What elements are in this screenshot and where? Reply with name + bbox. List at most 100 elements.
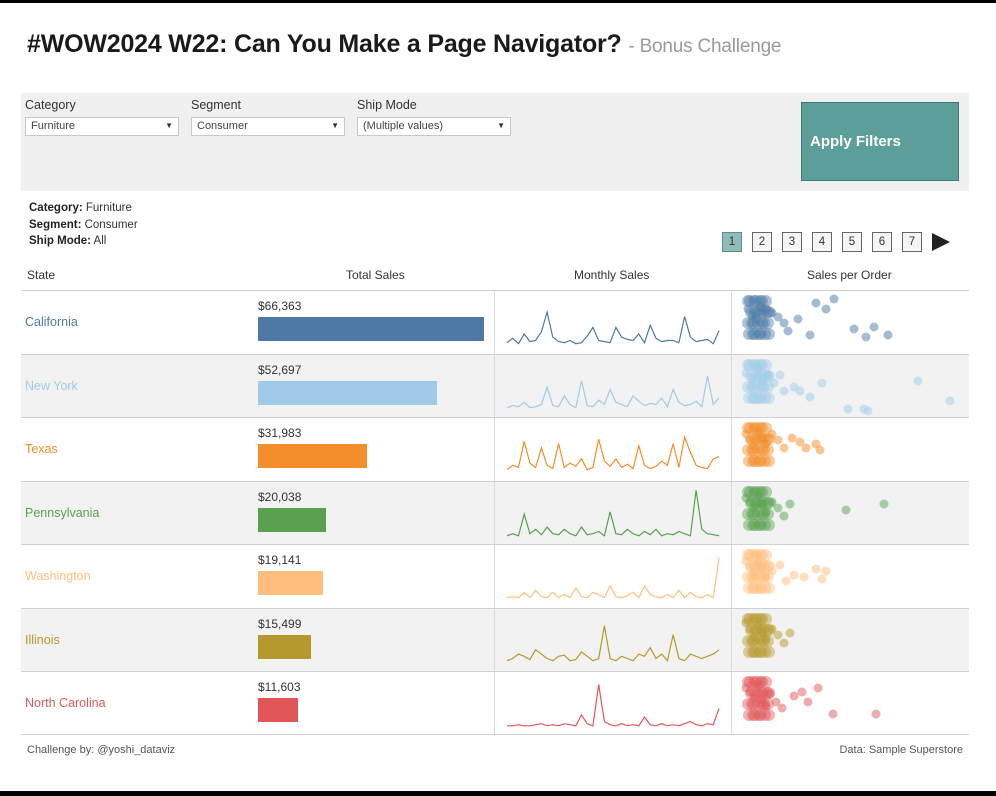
order-dot: [805, 330, 815, 340]
order-dot: [747, 709, 759, 721]
total-sales-bar[interactable]: [258, 571, 324, 595]
sales-per-order-dotplot[interactable]: [738, 611, 964, 669]
state-name: New York: [25, 378, 78, 393]
summary-segment: Segment: Consumer: [29, 218, 138, 231]
page-2-button[interactable]: 2: [752, 232, 772, 252]
order-dot: [755, 391, 767, 404]
apply-filters-button[interactable]: Apply Filters: [801, 102, 959, 181]
filter-summary: Category: Furniture Segment: Consumer Sh…: [29, 200, 138, 250]
order-dot: [763, 391, 775, 404]
order-dot: [749, 328, 761, 340]
order-dot: [945, 396, 955, 405]
total-sales-bar[interactable]: [258, 698, 298, 722]
order-dot: [761, 507, 771, 516]
column-divider: [731, 418, 732, 481]
monthly-sales-sparkline[interactable]: [505, 674, 721, 732]
order-dot: [742, 317, 754, 329]
order-dot: [761, 439, 771, 449]
column-divider: [494, 608, 495, 671]
order-dot: [744, 295, 756, 307]
monthly-sales-sparkline[interactable]: [505, 420, 721, 478]
order-dot: [785, 499, 795, 508]
page-1-button[interactable]: 1: [722, 232, 742, 252]
page-5-button[interactable]: 5: [842, 232, 862, 252]
order-dot: [779, 386, 789, 395]
column-divider: [731, 672, 732, 734]
column-header-total-sales: Total Sales: [346, 268, 405, 282]
summary-category: Category: Furniture: [29, 202, 132, 214]
page-7-button[interactable]: 7: [902, 232, 922, 252]
segment-dropdown[interactable]: Consumer ▼: [191, 117, 345, 136]
sales-per-order-dotplot[interactable]: [738, 547, 964, 605]
table-row[interactable]: Texas $31,983: [21, 417, 969, 481]
order-dot: [821, 304, 831, 314]
sparkline-path: [506, 375, 720, 409]
table-row[interactable]: California $66,363: [21, 290, 969, 354]
total-sales-bar[interactable]: [258, 380, 438, 405]
page-4-button[interactable]: 4: [812, 232, 832, 252]
order-dot: [743, 455, 755, 467]
total-sales-bar[interactable]: [258, 507, 327, 532]
monthly-sales-sparkline[interactable]: [505, 357, 721, 415]
order-dot: [767, 624, 777, 633]
page-3-button[interactable]: 3: [782, 232, 802, 252]
ship-mode-dropdown[interactable]: (Multiple values) ▼: [357, 117, 511, 136]
total-sales-label: $15,499: [258, 616, 302, 631]
sales-per-order-dotplot[interactable]: [738, 674, 964, 732]
state-table: California $66,363 New York $52,697 Texas $31…: [21, 290, 969, 735]
column-divider: [494, 354, 495, 417]
total-sales-bar[interactable]: [258, 634, 311, 659]
table-row[interactable]: Washington $19,141: [21, 544, 969, 608]
monthly-sales-sparkline[interactable]: [505, 484, 721, 542]
total-sales-label: $11,603: [258, 680, 301, 694]
next-page-icon[interactable]: [932, 233, 950, 251]
top-border: [0, 0, 996, 3]
order-dot: [801, 443, 811, 453]
order-dot: [753, 391, 765, 404]
order-dot: [763, 455, 775, 467]
order-dot: [767, 429, 777, 439]
footer-credit: Challenge by: @yoshi_dataviz: [27, 744, 176, 756]
order-dot: [841, 505, 851, 514]
order-dot: [773, 503, 783, 512]
category-filter-label: Category: [25, 98, 76, 112]
table-row[interactable]: Pennsylvania $20,038: [21, 480, 969, 544]
page-6-button[interactable]: 6: [872, 232, 892, 252]
order-dot: [755, 709, 767, 721]
order-dot: [744, 358, 756, 371]
order-dot: [755, 518, 767, 531]
monthly-sales-sparkline[interactable]: [505, 547, 721, 605]
monthly-sales-sparkline[interactable]: [505, 611, 721, 669]
table-row[interactable]: Illinois $15,499: [21, 607, 969, 671]
order-dot: [789, 570, 799, 580]
order-dot: [747, 582, 759, 594]
column-divider: [494, 545, 495, 608]
sales-per-order-dotplot[interactable]: [738, 484, 964, 542]
table-row[interactable]: New York $52,697: [21, 353, 969, 417]
sales-per-order-dotplot[interactable]: [738, 420, 964, 478]
monthly-sales-sparkline[interactable]: [505, 293, 721, 351]
order-dot: [789, 691, 799, 701]
order-dot: [779, 511, 789, 520]
total-sales-bar[interactable]: [258, 444, 367, 468]
sales-per-order-dotplot[interactable]: [738, 293, 964, 351]
order-dot: [749, 568, 759, 578]
order-dot: [753, 645, 765, 658]
column-header-sales-per-order: Sales per Order: [807, 268, 892, 282]
state-name: Illinois: [25, 632, 60, 647]
ship-mode-filter: Ship Mode (Multiple values) ▼: [357, 98, 511, 136]
column-header-state: State: [27, 268, 56, 282]
order-dot: [746, 380, 758, 393]
segment-dropdown-value: Consumer: [197, 120, 248, 132]
order-dot: [760, 549, 772, 561]
total-sales-bar[interactable]: [258, 317, 484, 341]
order-dot: [817, 574, 827, 584]
sales-per-order-dotplot[interactable]: [738, 357, 964, 415]
category-dropdown[interactable]: Furniture ▼: [25, 117, 179, 136]
order-dot: [742, 358, 754, 371]
order-dot: [799, 572, 809, 582]
table-row[interactable]: North Carolina $11,603: [21, 671, 969, 735]
order-dot: [759, 709, 771, 721]
state-name: Washington: [25, 569, 91, 583]
order-dot: [763, 645, 775, 658]
